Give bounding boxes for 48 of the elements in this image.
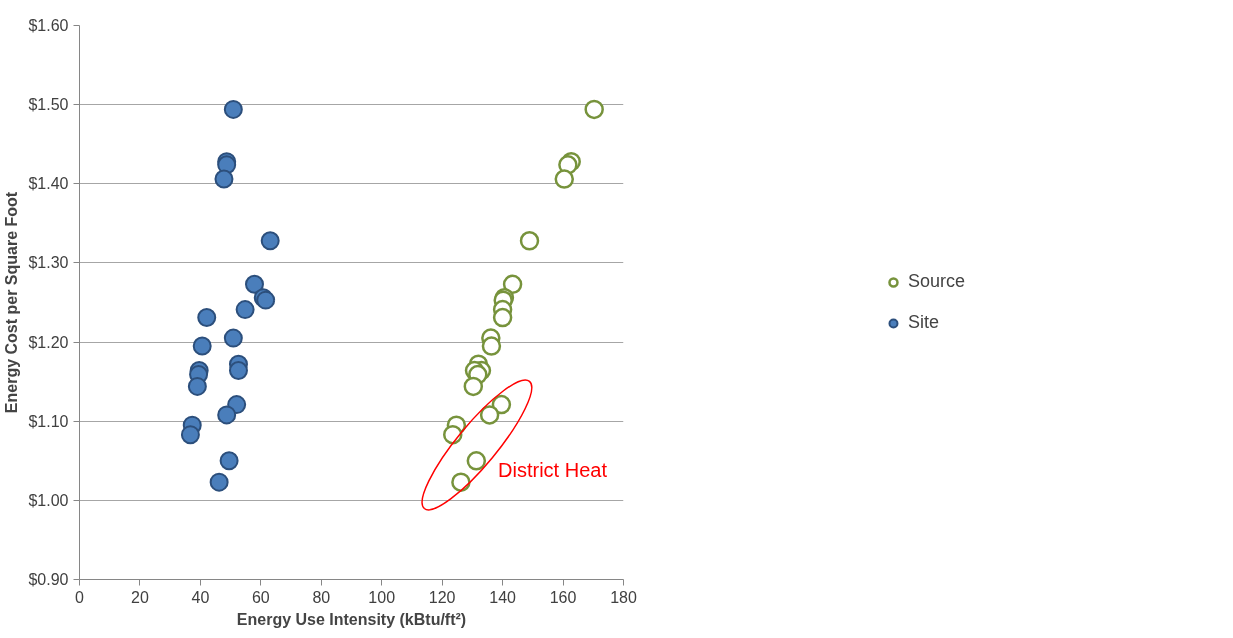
x-tick-label: 100 [368,588,396,606]
x-tick-label: 180 [610,588,637,606]
y-tick-label: $0.90 [28,571,69,588]
y-tick-label: $1.00 [28,491,69,509]
point [502,274,523,295]
point [217,405,237,425]
point [451,472,471,492]
x-tick-label: 140 [489,588,517,606]
point [584,99,604,120]
x-tick-label: 0 [75,588,85,606]
point [244,274,264,294]
point [463,376,484,397]
point [235,300,255,320]
point [442,424,463,445]
x-tick-label: 20 [131,588,149,606]
point [214,169,234,189]
x-axis-title: Energy Use Intensity (kBtu/ft²) [236,610,467,628]
y-tick-label: $1.50 [28,96,69,114]
annotation: District Heat [498,458,608,481]
y-tick-label: $1.10 [28,412,69,430]
y-tick-label: $1.40 [28,175,69,193]
y-tick-label: $1.20 [28,333,69,351]
x-tick-label: 160 [549,588,577,606]
point [519,231,540,251]
x-tick-label: 80 [312,588,331,606]
y-axis-title: Energy Cost per Square Foot [3,191,21,414]
x-tick-label: 40 [191,588,210,606]
point [479,405,500,425]
point [554,169,575,189]
point [219,451,239,471]
point [209,472,229,492]
x-tick-label: 120 [428,588,456,606]
y-tick-label: $1.30 [28,254,69,272]
point [223,99,243,119]
point [466,451,487,471]
point [197,308,217,328]
point [481,336,502,356]
point [492,307,513,328]
legend-label: Source [907,271,966,292]
point [187,376,207,396]
point [260,231,280,251]
point [223,328,243,348]
x-tick-label: 60 [251,588,270,606]
y-tick-label: $1.60 [28,17,69,34]
legend-label: Site [907,312,940,333]
point [192,336,212,356]
point [180,425,200,445]
point [228,361,248,381]
